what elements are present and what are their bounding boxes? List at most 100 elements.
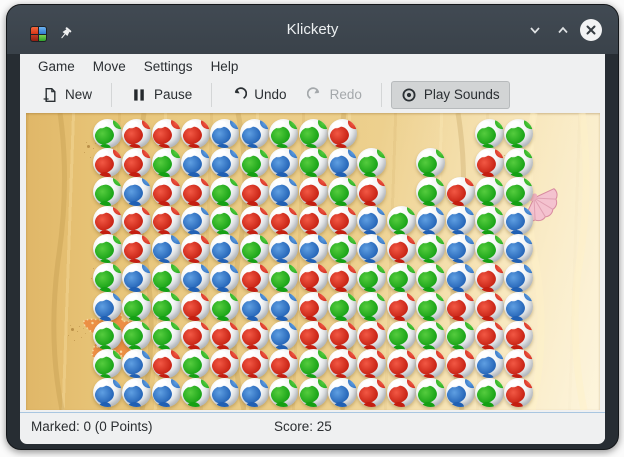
ball-red[interactable] [151,176,181,206]
ball-blue[interactable] [504,263,534,293]
game-board[interactable] [26,113,600,410]
ball-red[interactable] [386,349,416,379]
ball-green[interactable] [416,176,446,206]
play-sounds-toggle[interactable]: Play Sounds [390,80,510,109]
ball-blue[interactable] [328,147,357,177]
ball-red[interactable] [357,349,387,379]
ball-blue[interactable] [445,234,475,264]
ball-green[interactable] [504,119,534,149]
ball-green[interactable] [504,147,534,177]
ball-green[interactable] [416,291,446,321]
ball-red[interactable] [445,291,475,321]
ball-red[interactable] [239,176,269,206]
pause-button[interactable]: Pause [121,81,202,109]
ball-red[interactable] [475,147,504,177]
ball-red[interactable] [298,320,328,350]
ball-blue[interactable] [239,119,269,149]
ball-green[interactable] [210,291,240,321]
ball-green[interactable] [328,176,357,206]
ball-green[interactable] [269,263,299,293]
ball-red[interactable] [298,176,328,206]
ball-blue[interactable] [210,234,240,264]
ball-blue[interactable] [210,378,240,408]
ball-blue[interactable] [357,234,387,264]
ball-red[interactable] [504,378,534,408]
ball-green[interactable] [92,349,122,379]
ball-red[interactable] [122,234,152,264]
ball-red[interactable] [210,349,240,379]
titlebar[interactable]: Klickety [7,5,618,54]
ball-red[interactable] [386,291,416,321]
ball-green[interactable] [92,263,122,293]
ball-blue[interactable] [92,378,122,408]
ball-blue[interactable] [122,378,152,408]
ball-green[interactable] [210,205,240,235]
menu-move[interactable]: Move [92,58,126,74]
ball-blue[interactable] [328,378,357,408]
ball-green[interactable] [269,119,299,149]
minimize-button[interactable] [524,19,546,41]
ball-red[interactable] [239,263,269,293]
maximize-button[interactable] [552,19,574,41]
ball-red[interactable] [269,205,299,235]
ball-green[interactable] [416,320,446,350]
ball-red[interactable] [328,320,357,350]
ball-green[interactable] [475,378,504,408]
ball-green[interactable] [298,349,328,379]
ball-green[interactable] [357,291,387,321]
ball-blue[interactable] [269,234,299,264]
ball-blue[interactable] [445,263,475,293]
ball-red[interactable] [328,205,357,235]
ball-red[interactable] [181,119,210,149]
close-button[interactable] [580,18,602,41]
ball-green[interactable] [239,147,269,177]
ball-green[interactable] [386,205,416,235]
ball-red[interactable] [122,119,152,149]
ball-red[interactable] [475,291,504,321]
ball-red[interactable] [92,147,122,177]
ball-green[interactable] [181,378,210,408]
ball-green[interactable] [151,320,181,350]
ball-red[interactable] [181,176,210,206]
ball-green[interactable] [92,320,122,350]
ball-green[interactable] [122,291,152,321]
ball-green[interactable] [151,263,181,293]
ball-green[interactable] [357,263,387,293]
ball-green[interactable] [475,176,504,206]
ball-red[interactable] [445,176,475,206]
ball-red[interactable] [475,320,504,350]
ball-red[interactable] [504,349,534,379]
ball-green[interactable] [92,119,122,149]
ball-green[interactable] [92,234,122,264]
ball-red[interactable] [298,205,328,235]
ball-red[interactable] [122,205,152,235]
ball-blue[interactable] [122,349,152,379]
ball-red[interactable] [239,320,269,350]
ball-red[interactable] [386,378,416,408]
ball-red[interactable] [357,378,387,408]
ball-green[interactable] [445,320,475,350]
redo-button[interactable]: Redo [297,81,372,109]
ball-blue[interactable] [298,234,328,264]
ball-red[interactable] [445,349,475,379]
ball-red[interactable] [328,263,357,293]
ball-green[interactable] [386,263,416,293]
ball-blue[interactable] [210,119,240,149]
ball-red[interactable] [239,349,269,379]
ball-blue[interactable] [122,263,152,293]
ball-red[interactable] [151,205,181,235]
ball-red[interactable] [298,291,328,321]
ball-green[interactable] [416,234,446,264]
ball-green[interactable] [181,349,210,379]
ball-green[interactable] [328,291,357,321]
ball-green[interactable] [269,378,299,408]
ball-blue[interactable] [210,263,240,293]
ball-blue[interactable] [92,291,122,321]
ball-green[interactable] [416,147,446,177]
ball-green[interactable] [475,119,504,149]
ball-red[interactable] [416,349,446,379]
ball-red[interactable] [269,349,299,379]
ball-red[interactable] [504,320,534,350]
ball-blue[interactable] [181,147,210,177]
ball-blue[interactable] [151,234,181,264]
